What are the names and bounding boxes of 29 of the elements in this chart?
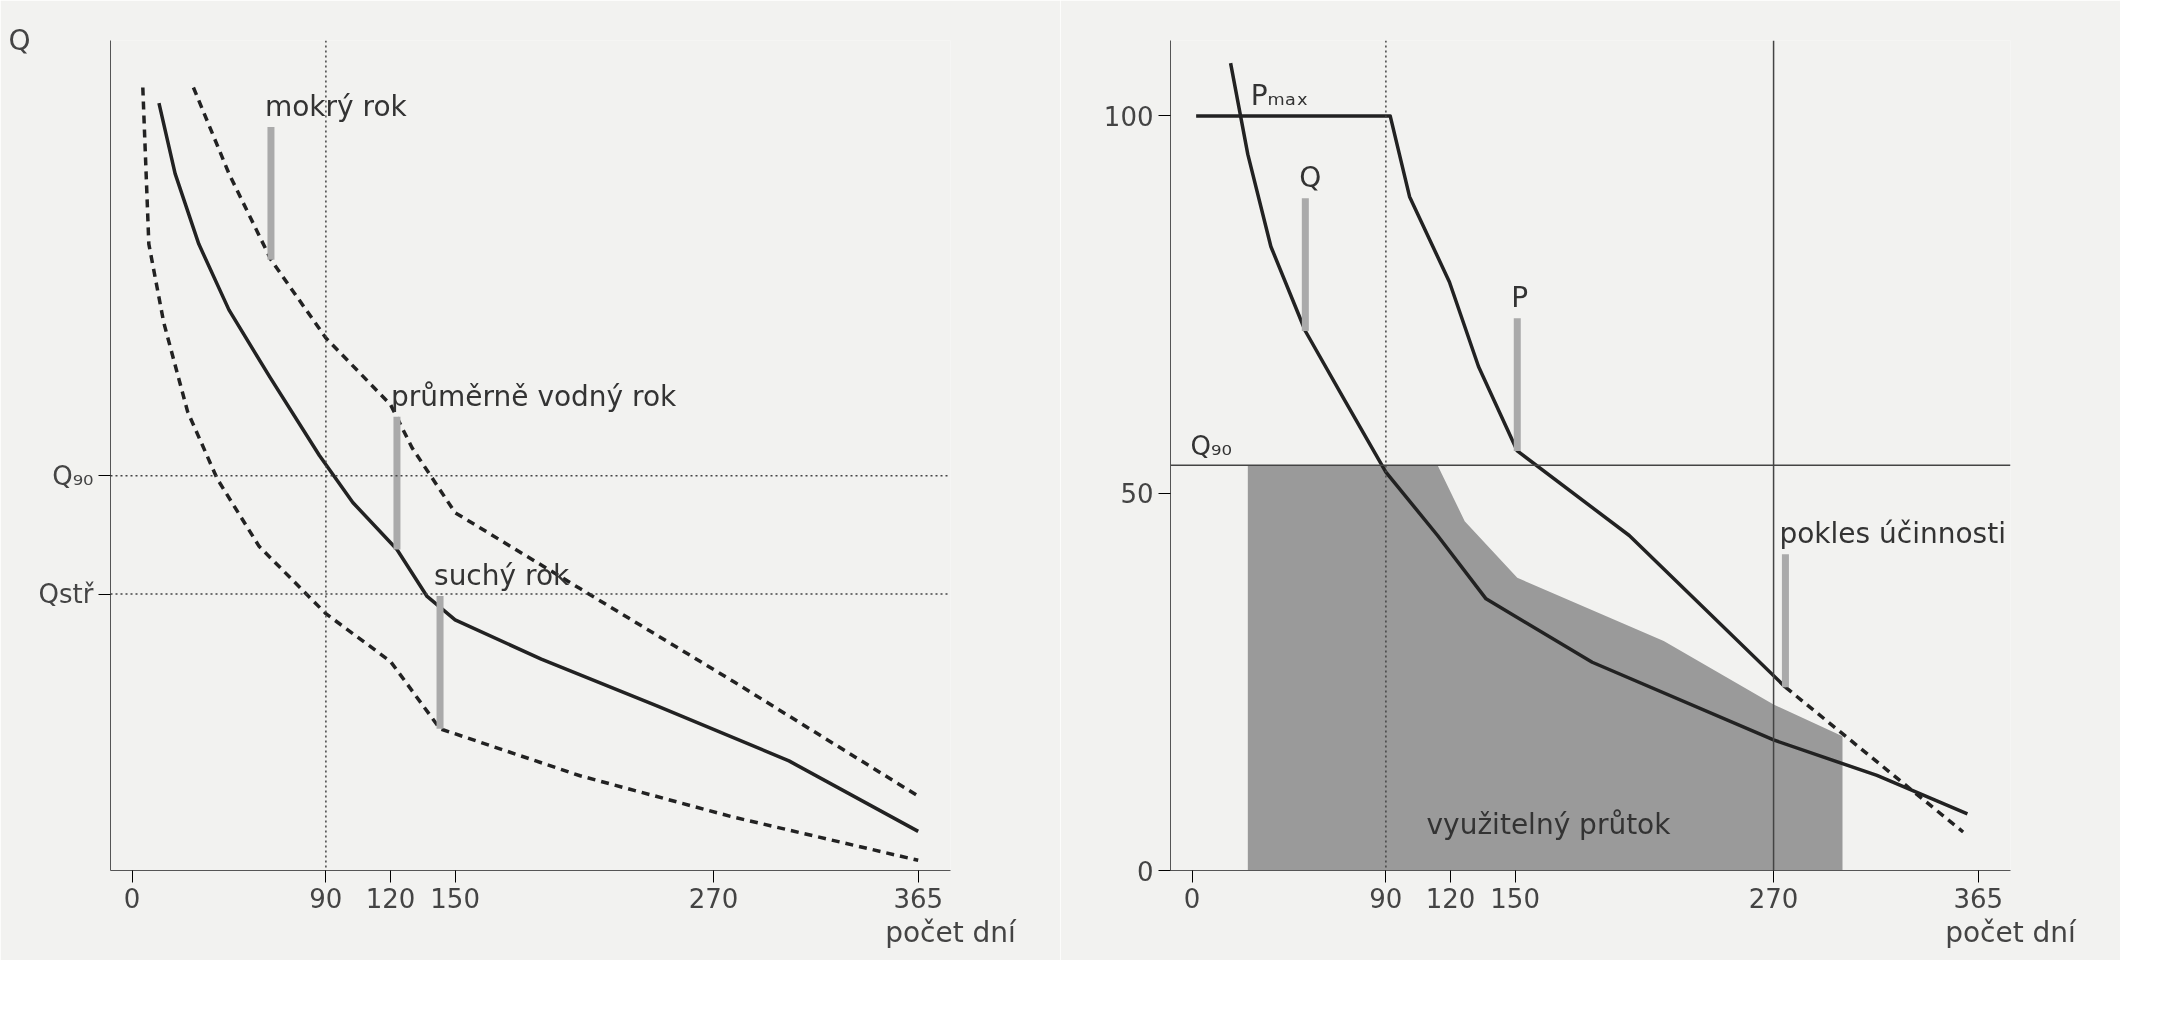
annotation: pokles účinnosti bbox=[1779, 517, 2006, 551]
x-axis-title: počet dní bbox=[885, 915, 1018, 949]
y-axis-title: Q bbox=[8, 24, 31, 57]
x-tick-label: 90 bbox=[309, 883, 343, 914]
annotation: P bbox=[1511, 281, 1529, 315]
x-tick-label: 365 bbox=[1953, 883, 2004, 914]
x-tick-label: 270 bbox=[688, 883, 739, 914]
annotation: mokrý rok bbox=[264, 89, 408, 123]
annotation: průměrně vodný rok bbox=[390, 379, 678, 413]
annotation: Q bbox=[1299, 161, 1322, 195]
y-tick-label: 100 bbox=[1103, 101, 1154, 132]
x-tick-label: 270 bbox=[1748, 883, 1799, 914]
ref-line-label: Qstř bbox=[38, 579, 94, 610]
x-tick-label: 150 bbox=[1490, 883, 1540, 914]
x-tick-label: 120 bbox=[1425, 883, 1476, 914]
annotation: suchý rok bbox=[434, 558, 571, 592]
x-tick-label: 0 bbox=[123, 883, 141, 914]
x-tick-label: 120 bbox=[365, 883, 416, 914]
annotation: Pₘₐₓ bbox=[1250, 78, 1309, 112]
x-tick-label: 365 bbox=[893, 883, 944, 914]
x-tick-label: 90 bbox=[1369, 883, 1403, 914]
annotation: využitelný průtok bbox=[1426, 807, 1672, 841]
y-tick-label: 50 bbox=[1120, 479, 1154, 510]
x-tick-label: 0 bbox=[1183, 883, 1201, 914]
ref-line-label: Q₉₀ bbox=[52, 460, 94, 491]
x-axis-title: počet dní bbox=[1945, 915, 2078, 949]
y-tick-label: 0 bbox=[1136, 856, 1154, 887]
x-tick-label: 150 bbox=[430, 883, 480, 914]
ref-line-label: Q₉₀ bbox=[1190, 431, 1232, 462]
